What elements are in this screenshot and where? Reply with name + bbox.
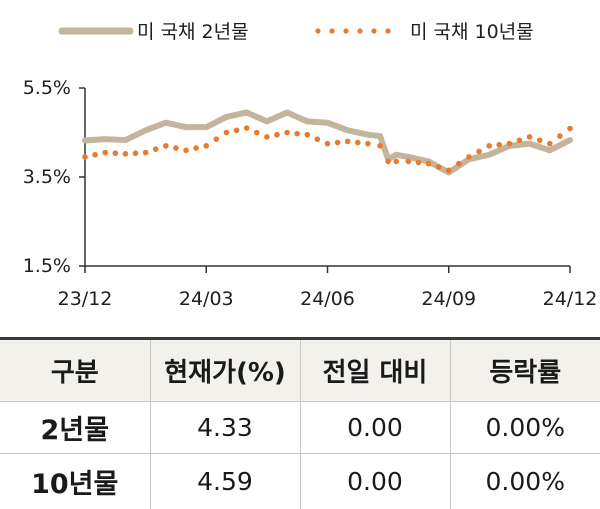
legend-swatch-10y (315, 28, 390, 33)
series-point-10y (517, 137, 523, 143)
series-point-10y (325, 141, 331, 147)
row-label: 2년물 (0, 402, 150, 454)
legend-label-2y: 미 국채 2년물 (137, 21, 249, 43)
series-point-10y (193, 145, 199, 151)
table-header-row: 구분 현재가(%) 전일 대비 등락률 (0, 339, 600, 402)
series-point-10y (416, 160, 422, 166)
x-tick-label: 24/03 (179, 288, 234, 310)
series-point-10y (173, 145, 179, 151)
table-cell: 4.33 (150, 402, 300, 454)
y-tick-label: 1.5% (23, 255, 71, 277)
series-point-10y (102, 150, 108, 156)
series-point-10y (153, 146, 159, 152)
series-point-10y (377, 143, 383, 149)
series-point-10y (456, 161, 462, 167)
series-point-10y (486, 143, 492, 149)
table-cell: 4.59 (150, 454, 300, 509)
series-point-10y (143, 150, 149, 156)
chart-legend: 미 국채 2년물 미 국채 10년물 (62, 21, 534, 43)
series-point-10y (244, 125, 250, 131)
series-point-10y (335, 140, 341, 146)
table-cell: 0.00% (450, 454, 600, 509)
series-point-10y (393, 159, 399, 165)
y-tick-labels: 5.5% 3.5% 1.5% (23, 77, 85, 277)
series-point-10y (315, 136, 321, 142)
legend-dot (315, 28, 320, 33)
series-point-10y (92, 152, 98, 158)
series-point-10y (264, 134, 270, 140)
series-point-10y (133, 150, 139, 156)
x-tick-label: 24/06 (300, 288, 355, 310)
series-point-10y (214, 136, 220, 142)
series-point-10y (224, 130, 230, 136)
yield-chart: 미 국채 2년물 미 국채 10년물 5.5% 3.5% 1.5% 23/12 24/… (0, 0, 600, 320)
table-row: 2년물 4.33 0.00 0.00% (0, 402, 600, 454)
legend-dot (329, 28, 334, 33)
series-point-10y (547, 141, 553, 147)
series-point-10y (446, 168, 452, 174)
legend-dot (357, 28, 362, 33)
column-header: 현재가(%) (150, 339, 300, 402)
series-point-10y (123, 151, 129, 157)
series-point-10y (274, 132, 280, 138)
series-point-10y (345, 139, 351, 145)
series-point-10y (527, 134, 533, 140)
y-tick-label: 3.5% (23, 166, 71, 188)
x-tick-label: 23/12 (58, 288, 113, 310)
series-layer (82, 112, 573, 173)
series-point-10y (365, 141, 371, 147)
series-point-10y (294, 131, 300, 137)
legend-dot (385, 28, 390, 33)
legend-label-10y: 미 국채 10년물 (410, 21, 534, 43)
x-tick-label: 24/12 (543, 288, 598, 310)
column-header: 등락률 (450, 339, 600, 402)
series-point-10y (496, 142, 502, 148)
series-point-10y (426, 161, 432, 167)
series-point-10y (113, 150, 119, 156)
series-point-10y (82, 154, 88, 160)
series-point-10y (163, 143, 169, 149)
chart-axes (85, 88, 570, 266)
table-cell: 0.00 (300, 402, 450, 454)
series-point-10y (304, 132, 310, 138)
x-tick-labels: 23/12 24/03 24/06 24/09 24/12 (58, 266, 598, 310)
row-label: 10년물 (0, 454, 150, 509)
table-cell: 0.00% (450, 402, 600, 454)
y-tick-label: 5.5% (23, 77, 71, 99)
column-header: 구분 (0, 339, 150, 402)
series-point-10y (466, 154, 472, 160)
legend-dot (371, 28, 376, 33)
legend-dot (343, 28, 348, 33)
series-point-10y (476, 149, 482, 155)
series-point-10y (355, 140, 361, 146)
series-point-10y (385, 159, 391, 165)
series-point-10y (557, 133, 563, 139)
series-point-10y (567, 126, 573, 132)
series-point-10y (537, 137, 543, 143)
x-tick-label: 24/09 (421, 288, 476, 310)
series-point-10y (507, 141, 513, 147)
series-point-10y (436, 164, 442, 170)
series-point-10y (234, 127, 240, 133)
quote-table: 구분 현재가(%) 전일 대비 등락률 2년물 4.33 0.00 0.00% … (0, 337, 600, 509)
series-point-10y (183, 148, 189, 154)
series-point-10y (406, 159, 412, 165)
column-header: 전일 대비 (300, 339, 450, 402)
table-cell: 0.00 (300, 454, 450, 509)
series-point-10y (284, 130, 290, 136)
series-point-10y (203, 143, 209, 149)
series-point-10y (254, 130, 260, 136)
table-row: 10년물 4.59 0.00 0.00% (0, 454, 600, 509)
